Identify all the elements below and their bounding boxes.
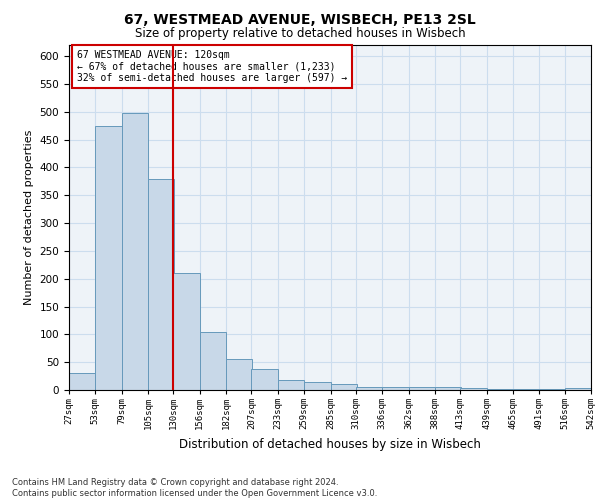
Bar — [226, 359, 253, 390]
Bar — [304, 382, 331, 390]
Bar — [251, 370, 278, 390]
Bar — [95, 126, 122, 390]
Bar — [173, 273, 200, 390]
Bar — [435, 387, 461, 390]
Text: 67 WESTMEAD AVENUE: 120sqm
← 67% of detached houses are smaller (1,233)
32% of s: 67 WESTMEAD AVENUE: 120sqm ← 67% of deta… — [77, 50, 347, 84]
Bar — [565, 388, 591, 390]
X-axis label: Distribution of detached houses by size in Wisbech: Distribution of detached houses by size … — [179, 438, 481, 450]
Text: Size of property relative to detached houses in Wisbech: Size of property relative to detached ho… — [134, 28, 466, 40]
Bar — [69, 374, 95, 390]
Bar — [409, 387, 435, 390]
Bar — [460, 388, 487, 390]
Y-axis label: Number of detached properties: Number of detached properties — [24, 130, 34, 305]
Bar — [148, 178, 175, 390]
Bar — [200, 332, 226, 390]
Bar — [331, 384, 357, 390]
Bar — [382, 387, 409, 390]
Text: Contains HM Land Registry data © Crown copyright and database right 2024.
Contai: Contains HM Land Registry data © Crown c… — [12, 478, 377, 498]
Bar — [356, 387, 382, 390]
Text: 67, WESTMEAD AVENUE, WISBECH, PE13 2SL: 67, WESTMEAD AVENUE, WISBECH, PE13 2SL — [124, 12, 476, 26]
Bar — [122, 114, 148, 390]
Bar — [278, 380, 304, 390]
